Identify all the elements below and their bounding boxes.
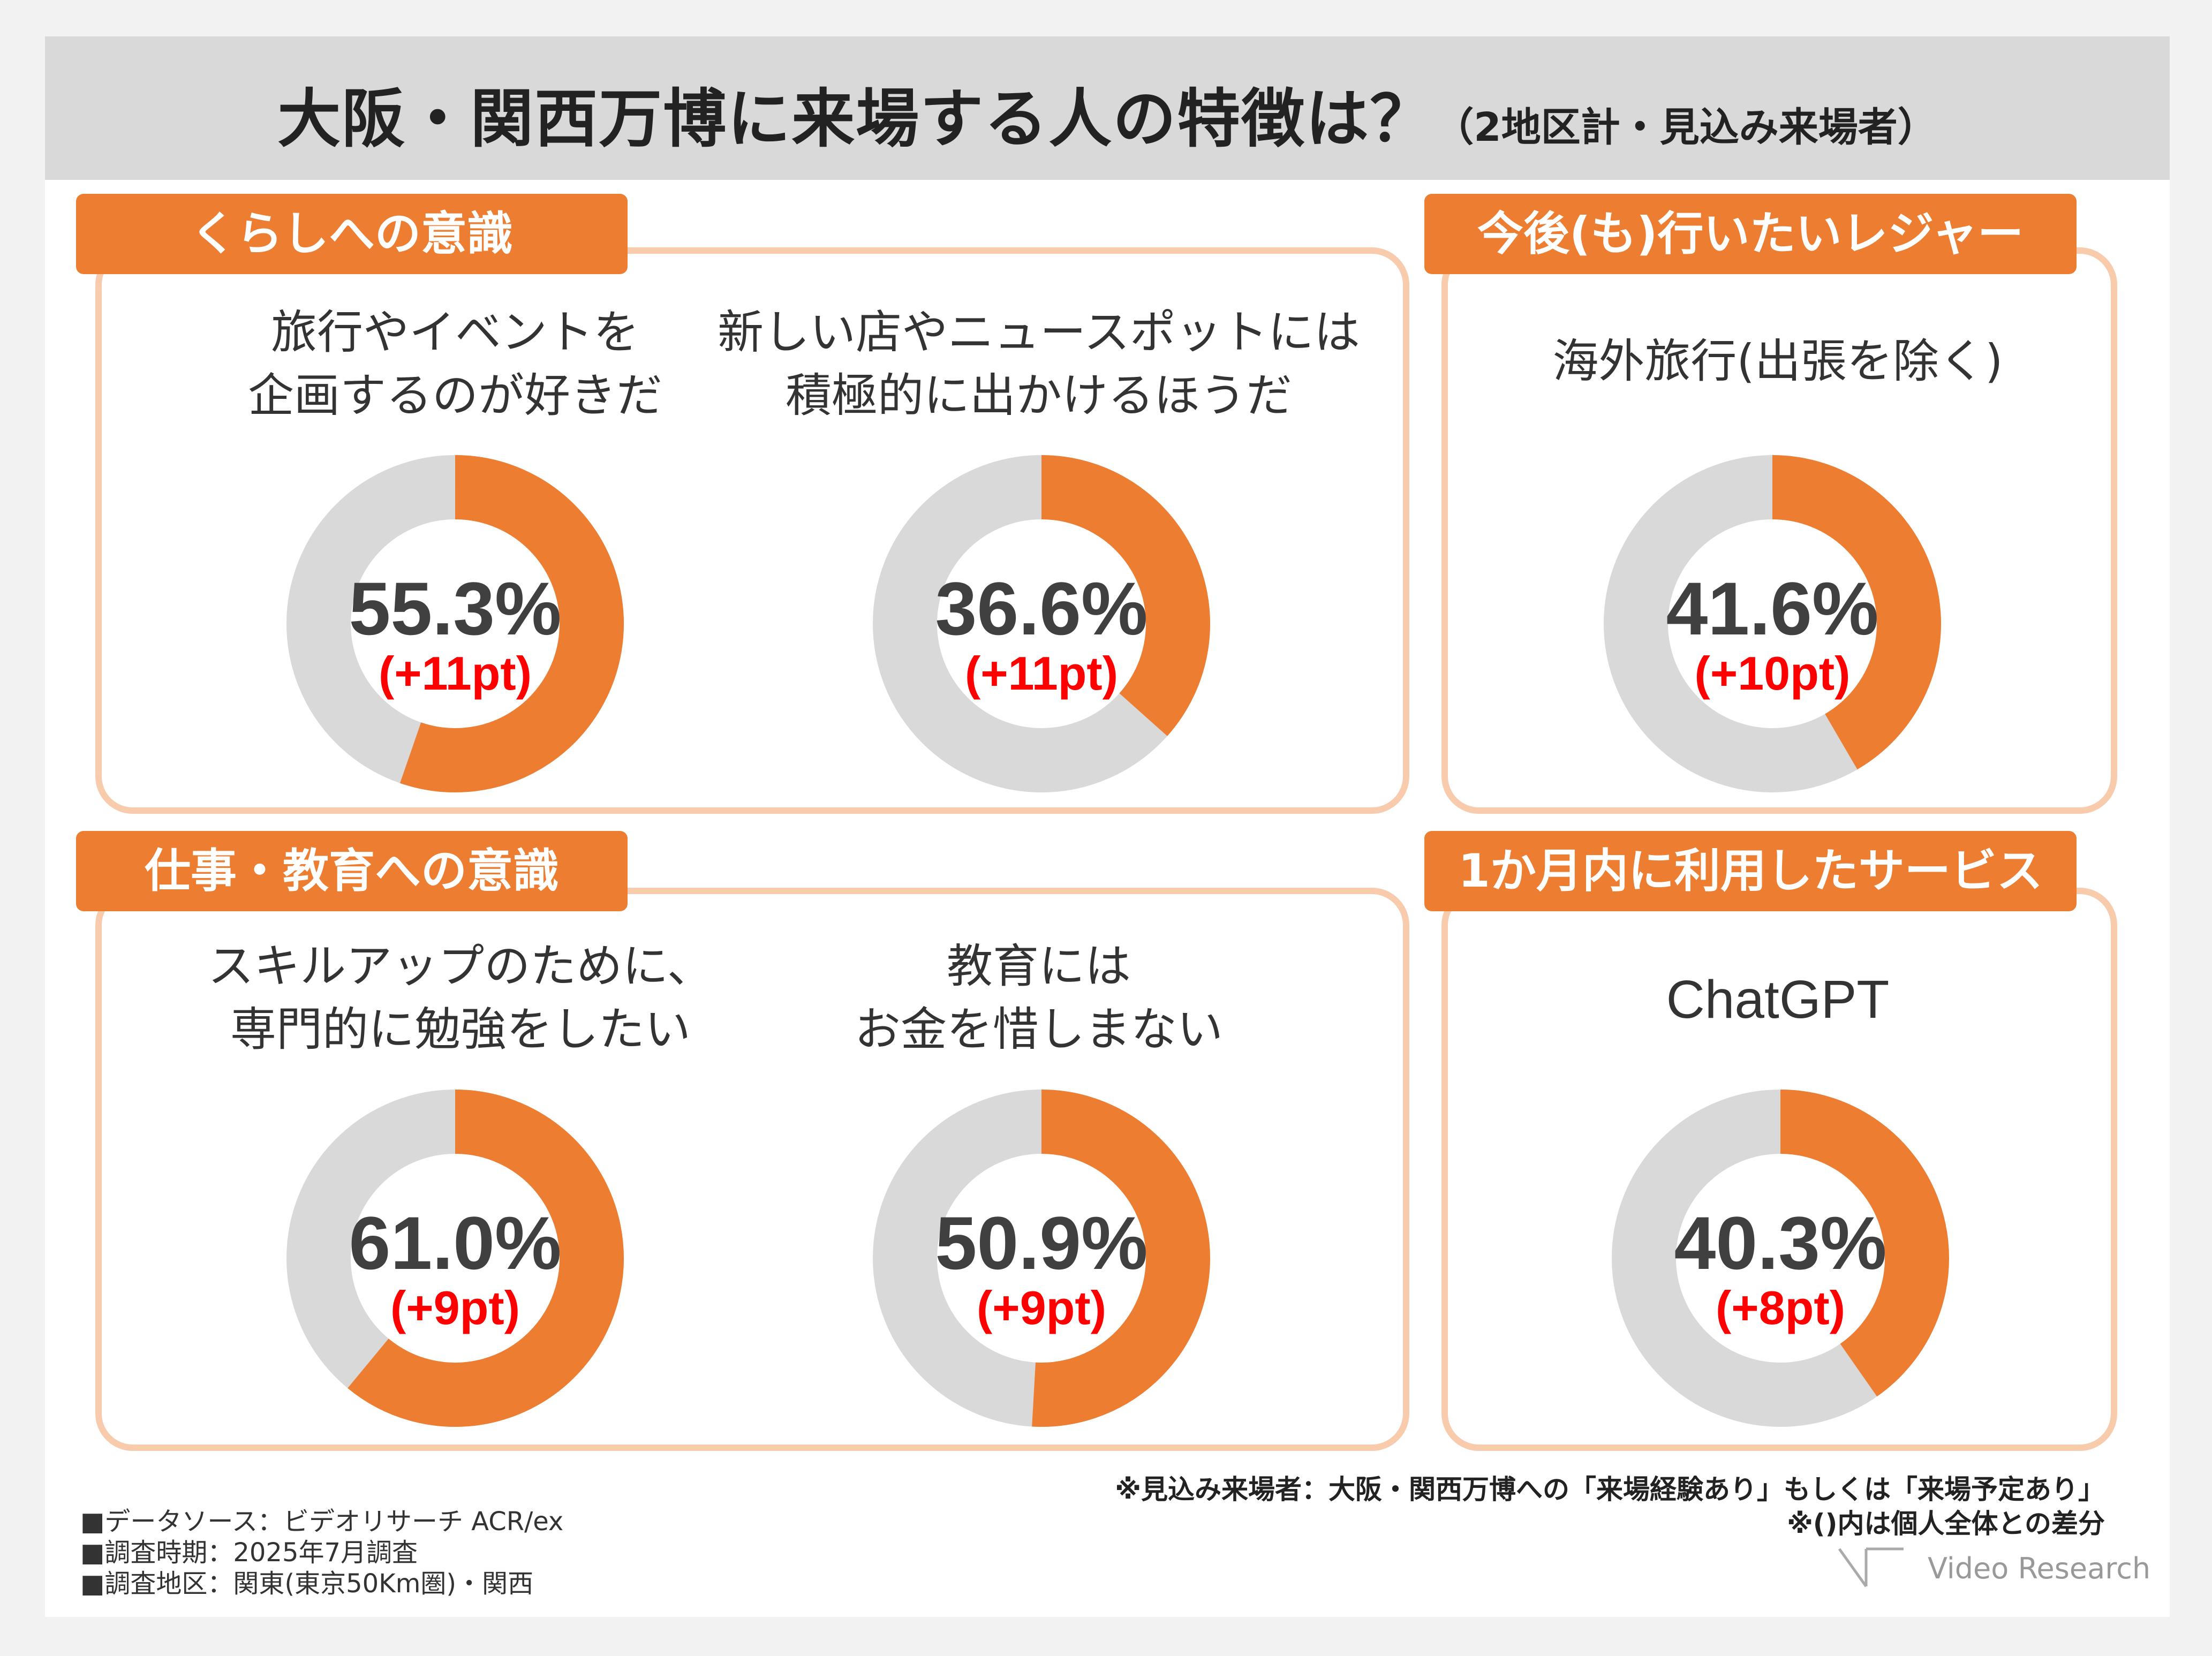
donut-4: 61.0%(+9pt) [286,1090,624,1427]
donut-value-label: 50.9% [935,1201,1148,1285]
tab-service: 1か月内に利用したサービス [1424,831,2077,911]
donut-value-arc [1772,455,1941,770]
tab-shigoto: 仕事・教育への意識 [76,831,628,911]
logo-mark-icon [1838,1547,1904,1587]
label-c5-line1: 教育には [947,940,1131,993]
label-c2-line2: 積極的に出かけるほうだ [786,369,1292,422]
donut-diff-label: (+8pt) [1716,1281,1845,1334]
note-visitor-definition: ※見込み来場者：大阪・関西万博への「来場経験あり」もしくは「来場予定あり」 [1115,1474,2105,1505]
source-period: ■調査時期：2025年7月調査 [80,1538,418,1568]
label-c6: ChatGPT [1499,968,2056,1031]
label-c1-line2: 企画するのが好きだ [248,369,662,422]
donut-value-arc [400,455,624,792]
donut-value-label: 36.6% [935,566,1148,651]
donut-diff-label: (+11pt) [965,647,1118,700]
donut-6: 40.3%(+8pt) [1612,1090,1949,1427]
logo-text: Video Research [1928,1552,2151,1585]
panel-kurashi [95,247,1409,814]
donut-value-arc [1040,455,1210,736]
donut-value-label: 40.3% [1674,1201,1887,1285]
page-title: 大阪・関西万博に来場する人の特徴は？（2地区計・見込み来場者） [45,67,2170,159]
title-subtitle: （2地区計・見込み来場者） [1434,104,1937,150]
donut-value-arc [348,1090,624,1427]
label-c4-line1: スキルアップのために、 [208,940,713,993]
label-c6-line1: ChatGPT [1666,970,1890,1030]
title-main: 大阪・関西万博に来場する人の特徴は？ [277,82,1435,156]
donut-1: 55.3%(+11pt) [286,455,624,792]
label-c5-line2: お金を惜しまない [855,1003,1223,1056]
donut-diff-label: (+10pt) [1695,647,1851,700]
donut-2: 36.6%(+11pt) [873,455,1210,792]
tab-leisure: 今後(も)行いたいレジャー [1424,194,2077,274]
donut-value-arc [1780,1090,1949,1397]
donut-value-label: 61.0% [349,1201,562,1285]
donut-5: 50.9%(+9pt) [873,1090,1210,1427]
donut-value-arc [1032,1090,1210,1427]
label-c1: 旅行やイベントを 企画するのが好きだ [214,301,696,427]
title-bar: 大阪・関西万博に来場する人の特徴は？（2地区計・見込み来場者） [45,36,2170,180]
panel-shigoto [95,888,1409,1451]
label-c3: 海外旅行(出張を除く) [1499,330,2056,393]
source-area: ■調査地区：関東(東京50Km圏)・関西 [80,1569,534,1599]
label-c5: 教育には お金を惜しまない [771,935,1307,1061]
label-c3-line1: 海外旅行(出張を除く) [1552,335,2003,388]
donut-value-label: 41.6% [1666,566,1879,651]
label-c1-line1: 旅行やイベントを [271,306,639,359]
label-c2-line1: 新しい店やニュースポットには [718,306,1360,359]
label-c4: スキルアップのために、 専門的に勉強をしたい [177,935,744,1061]
donut-3: 41.6%(+10pt) [1604,455,1941,792]
tab-kurashi: くらしへの意識 [76,194,628,274]
label-c2: 新しい店やニュースポットには 積極的に出かけるほうだ [691,301,1387,427]
source-data: ■データソース：ビデオリサーチ ACR/ex [80,1507,564,1537]
donut-diff-label: (+9pt) [390,1281,520,1334]
donut-diff-label: (+9pt) [977,1281,1106,1334]
note-diff-definition: ※()内は個人全体との差分 [1787,1508,2105,1539]
label-c4-line2: 専門的に勉強をしたい [230,1003,691,1056]
donut-value-label: 55.3% [349,566,562,651]
donut-diff-label: (+11pt) [379,647,532,700]
panel-leisure [1441,247,2117,814]
